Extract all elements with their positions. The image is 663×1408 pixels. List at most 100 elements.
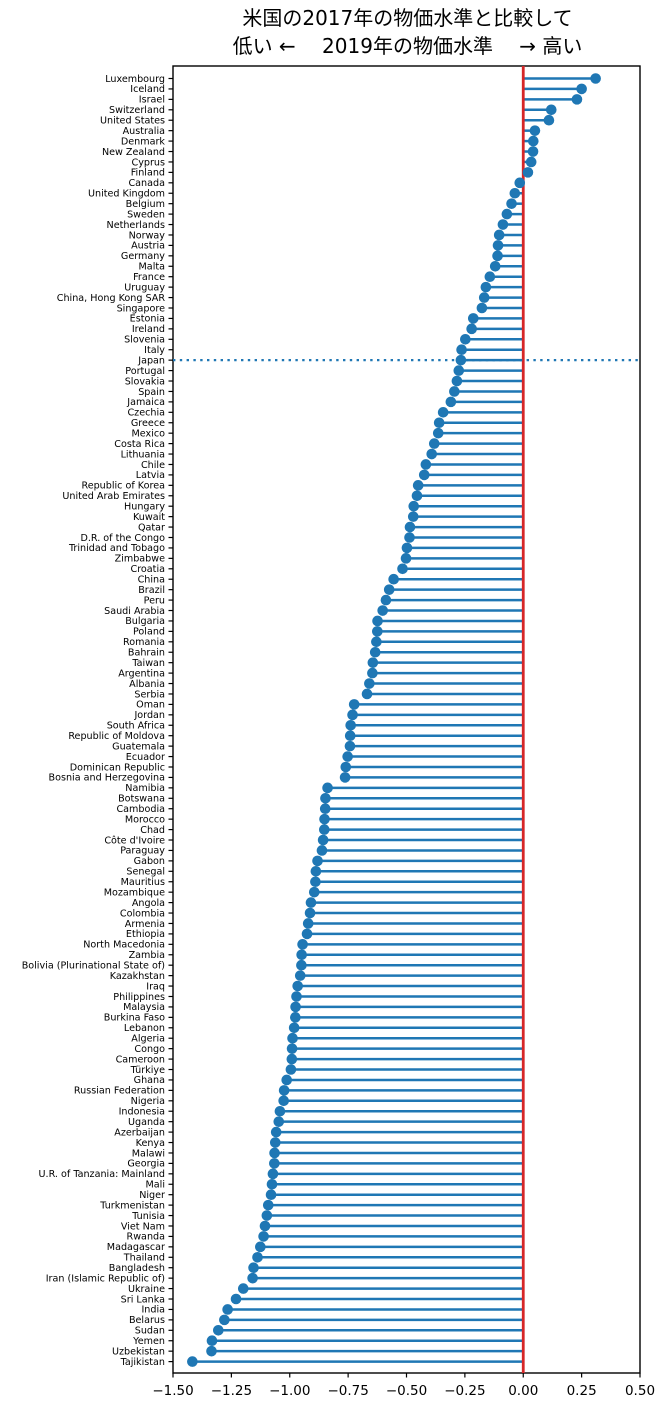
data-point	[312, 855, 323, 867]
country-label: China	[138, 575, 165, 586]
country-label: Philippines	[113, 992, 165, 1003]
country-label: Côte d'Ivoire	[104, 834, 165, 846]
data-point	[258, 1231, 269, 1242]
data-point	[262, 1199, 274, 1211]
data-point	[269, 1158, 280, 1169]
data-point	[255, 1241, 266, 1253]
data-point	[247, 1272, 258, 1284]
data-point	[371, 636, 382, 648]
country-label: Russian Federation	[74, 1086, 165, 1097]
data-point	[364, 678, 375, 689]
data-point	[506, 198, 517, 209]
country-label: Lithuania	[121, 449, 165, 460]
data-point	[347, 709, 358, 721]
data-point	[285, 1064, 297, 1075]
data-point	[296, 959, 307, 971]
country-label: Sudan	[135, 1326, 165, 1337]
country-label: Algeria	[131, 1034, 165, 1045]
data-point	[340, 761, 352, 773]
x-tick-label: 0.50	[625, 1383, 655, 1399]
country-label: Hungary	[124, 502, 165, 513]
country-label: U.R. of Tanzania: Mainland	[39, 1169, 165, 1180]
country-label: North Macedonia	[83, 940, 165, 951]
data-point	[316, 845, 328, 856]
country-label: Norway	[129, 230, 166, 241]
country-label: Colombia	[120, 908, 165, 919]
data-point	[288, 1022, 300, 1034]
country-label: Ireland	[132, 324, 165, 335]
country-label: India	[141, 1305, 165, 1316]
country-label: Kuwait	[133, 512, 165, 523]
x-tick-label: −1.50	[152, 1383, 193, 1399]
data-point	[320, 792, 331, 804]
country-label: Saudi Arabia	[104, 606, 165, 617]
data-point	[212, 1325, 224, 1336]
country-label: Senegal	[126, 867, 165, 878]
country-label: Iceland	[130, 84, 165, 95]
country-label: Taiwan	[131, 658, 165, 669]
country-label: New Zealand	[102, 147, 165, 158]
data-point	[408, 500, 420, 512]
country-label: Austria	[131, 241, 165, 252]
data-point	[377, 605, 388, 616]
data-point	[278, 1085, 290, 1096]
data-point	[497, 219, 509, 230]
data-point	[290, 1001, 301, 1013]
country-label: Uganda	[128, 1117, 165, 1128]
data-point	[342, 751, 353, 762]
data-point	[287, 1032, 298, 1044]
country-label: Slovakia	[125, 376, 165, 387]
country-label: Congo	[134, 1044, 165, 1055]
country-label: Latvia	[136, 470, 165, 481]
country-label: Czechia	[127, 408, 165, 419]
data-point	[451, 375, 463, 387]
data-point	[397, 563, 408, 575]
data-point	[319, 813, 330, 825]
country-label: D.R. of the Congo	[80, 533, 165, 544]
country-label: Romania	[123, 637, 165, 648]
data-point	[466, 323, 477, 335]
country-label: Finland	[131, 168, 165, 179]
country-label: Netherlands	[107, 220, 165, 231]
data-point	[433, 417, 445, 429]
data-point	[230, 1293, 242, 1305]
data-point	[344, 740, 356, 752]
data-point	[453, 365, 465, 376]
country-label: United States	[100, 116, 165, 127]
data-point	[248, 1262, 259, 1274]
country-label: Jamaica	[126, 397, 165, 408]
country-label: Cyprus	[132, 157, 166, 168]
data-point	[400, 553, 412, 564]
country-label: France	[133, 272, 165, 283]
data-point	[278, 1095, 289, 1107]
country-label: Republic of Korea	[81, 481, 165, 492]
data-point	[543, 114, 555, 126]
country-label: Sweden	[127, 209, 165, 220]
data-point	[492, 250, 503, 262]
data-point	[576, 83, 587, 95]
x-tick-label: −0.25	[444, 1383, 485, 1399]
country-label: Switzerland	[109, 105, 165, 116]
country-label: Croatia	[131, 564, 166, 575]
country-label: South Africa	[107, 721, 165, 732]
country-label: Chile	[141, 460, 165, 471]
country-label: Uzbekistan	[112, 1346, 165, 1357]
country-label: Cambodia	[116, 804, 165, 815]
country-label: Iran (Islamic Republic of)	[46, 1273, 165, 1284]
data-point	[367, 667, 378, 679]
country-label: Belarus	[129, 1315, 165, 1326]
country-label: Ecuador	[126, 752, 165, 763]
country-label: Rwanda	[127, 1232, 165, 1243]
country-label: Morocco	[125, 814, 165, 825]
data-point	[291, 991, 302, 1002]
country-label: Uruguay	[124, 282, 165, 293]
x-tick-label: −0.75	[327, 1383, 368, 1399]
country-label: Azerbaijan	[114, 1127, 165, 1138]
country-label: Guatemala	[112, 741, 165, 752]
country-label: Dominican Republic	[70, 762, 165, 773]
country-label: United Kingdom	[88, 189, 165, 200]
country-label: Armenia	[125, 919, 165, 930]
data-point	[372, 626, 383, 637]
data-point	[449, 386, 460, 397]
x-tick-label: −0.50	[386, 1383, 427, 1399]
